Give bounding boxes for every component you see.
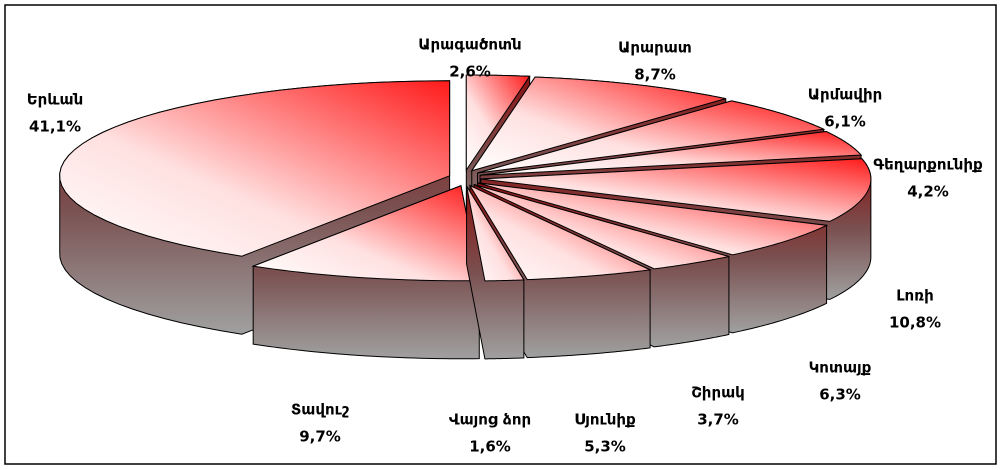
frame	[4, 4, 997, 465]
slice-top	[479, 131, 863, 176]
value-label: 8,7%	[634, 66, 676, 84]
value-label: 5,3%	[584, 438, 626, 456]
slice-label: Վայոց ձոր	[449, 411, 531, 429]
slice-label: Արմավիր	[808, 86, 882, 104]
slice-top	[473, 184, 730, 270]
slice-top	[470, 76, 726, 172]
slice-top	[59, 80, 451, 257]
value-label: 2,6%	[449, 63, 491, 81]
value-label: 1,6%	[469, 438, 511, 456]
slice-top	[480, 158, 872, 222]
value-label: 10,8%	[889, 314, 941, 332]
slice-top	[465, 74, 531, 172]
value-label: 6,3%	[819, 386, 861, 404]
slice-label: Երևան	[27, 91, 83, 109]
slice-top	[468, 184, 652, 281]
slice-label: Արարատ	[618, 39, 692, 57]
slice-label: Արագածոտն	[418, 36, 521, 54]
value-label: 4,2%	[907, 183, 949, 201]
value-label: 41,1%	[29, 118, 81, 136]
slice-top	[466, 185, 525, 282]
slice-top	[477, 100, 826, 174]
slice-top	[477, 182, 829, 256]
slice-top	[251, 185, 480, 282]
slice-label: Կոտայք	[809, 359, 872, 377]
value-label: 3,7%	[697, 411, 739, 429]
slice-label: Սյունիք	[574, 411, 636, 429]
value-label: 9,7%	[299, 428, 341, 446]
value-label: 6,1%	[824, 113, 866, 131]
slice-label: Տավուշ	[291, 401, 349, 419]
slice-label: Գեղարքունիք	[873, 156, 983, 174]
slice-label: Լոռի	[896, 287, 934, 305]
slice-label: Շիրակ	[691, 384, 745, 402]
